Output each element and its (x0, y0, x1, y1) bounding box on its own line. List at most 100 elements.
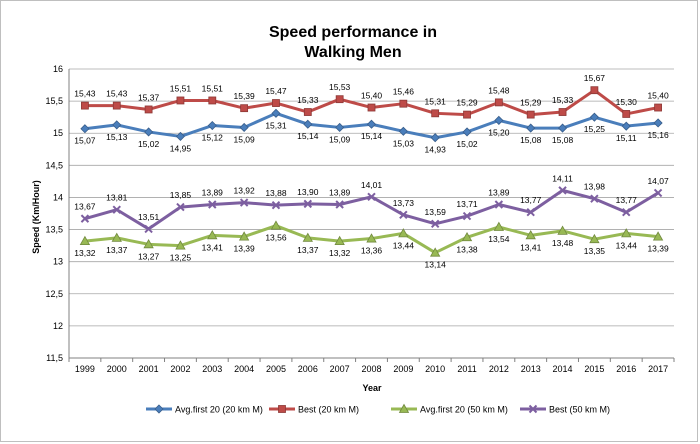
data-label: 13,89 (329, 188, 351, 198)
data-label: 15,25 (584, 124, 606, 134)
data-point (526, 123, 536, 133)
data-point (366, 233, 377, 243)
data-point (302, 232, 313, 242)
x-tick-label: 2004 (234, 364, 254, 374)
data-point (80, 124, 90, 134)
data-label: 15,43 (74, 89, 96, 99)
data-point (557, 225, 568, 235)
data-point (494, 200, 504, 209)
data-label: 15,31 (425, 96, 447, 106)
data-point (430, 133, 440, 143)
legend-entry: Avg.first 20 (20 km M) (175, 405, 263, 415)
data-label: 15,37 (138, 92, 160, 102)
data-point (303, 119, 313, 129)
data-label: 13,44 (393, 240, 415, 250)
data-label: 13,88 (265, 188, 287, 198)
data-point (557, 123, 568, 133)
legend-entry: Best (50 km M) (549, 405, 610, 415)
data-label: 15,30 (616, 97, 638, 107)
data-label: 15,07 (74, 136, 96, 146)
x-tick-labels: 1999 2000 2001 2002 2003 2004 2005 2006 2007 2008… (75, 364, 668, 374)
data-point (431, 109, 440, 118)
data-label: 13,90 (297, 187, 319, 197)
data-label: 14,93 (425, 145, 447, 155)
data-point (144, 127, 154, 137)
y-tick-label: 12,5 (45, 289, 63, 299)
series-lines (79, 86, 664, 257)
chart-title-line-1: Speed performance in (269, 24, 437, 41)
data-point (589, 112, 599, 122)
y-tick-label: 12 (53, 321, 63, 331)
data-label: 14,07 (647, 176, 669, 186)
legend-marker (154, 404, 164, 414)
legend-entry: Best (20 km M) (298, 405, 359, 415)
data-point (653, 188, 663, 198)
data-label: 15,11 (616, 133, 637, 143)
data-point (111, 232, 122, 242)
data-label: 15,29 (520, 98, 542, 108)
data-point (589, 233, 600, 244)
data-point (430, 247, 441, 257)
data-label: 15,02 (138, 139, 160, 149)
x-tick-label: 2011 (457, 364, 476, 374)
legend-marker (398, 403, 410, 413)
x-tick-label: 2000 (107, 364, 127, 374)
data-label: 13,41 (202, 242, 224, 252)
y-tick-label: 14 (53, 192, 63, 202)
data-label: 13,92 (233, 186, 255, 196)
data-point (335, 122, 345, 133)
legend-entry: Avg.first 20 (50 km M) (420, 405, 508, 415)
data-label: 13,81 (106, 193, 128, 203)
x-tick-label: 2005 (266, 364, 286, 374)
data-point (239, 198, 249, 207)
y-tick-label: 11,5 (46, 353, 63, 363)
x-tick-label: 2007 (330, 364, 350, 374)
data-label: 13,37 (297, 245, 319, 255)
data-label: 15,12 (202, 133, 224, 143)
data-label: 13,59 (425, 207, 447, 217)
data-label: 15,02 (456, 139, 478, 149)
data-point (366, 119, 377, 129)
x-tick-label: 2016 (616, 364, 636, 374)
x-tick-label: 2002 (170, 364, 190, 374)
x-tick-label: 2003 (202, 364, 222, 374)
data-label: 13,98 (584, 182, 606, 192)
data-point (272, 99, 280, 107)
data-point (81, 101, 89, 110)
data-label: 13,27 (138, 251, 160, 261)
grid-lines (68, 68, 675, 362)
data-point (622, 208, 631, 217)
data-label: 15,51 (202, 83, 224, 93)
data-point (494, 115, 504, 125)
data-label: 15,40 (647, 91, 669, 101)
data-label: 13,39 (233, 244, 255, 254)
data-point (303, 199, 313, 209)
data-point (144, 105, 153, 114)
y-tick-label: 15 (53, 128, 63, 138)
data-point (398, 228, 409, 238)
data-label: 13,41 (520, 242, 542, 252)
data-point (526, 208, 535, 217)
data-point (303, 108, 312, 116)
data-label: 15,33 (297, 95, 319, 105)
data-label: 13,56 (265, 233, 287, 243)
data-point (399, 99, 408, 108)
data-point (590, 86, 599, 95)
data-label: 15,67 (584, 73, 606, 83)
data-label: 13,73 (393, 198, 415, 208)
data-label: 15,33 (552, 95, 574, 105)
data-label: 15,09 (233, 134, 255, 144)
x-tick-label: 1999 (75, 364, 95, 374)
data-point (175, 240, 186, 250)
x-tick-label: 2009 (393, 364, 413, 374)
data-point (335, 95, 344, 104)
data-labels: 15,07 15,13 15,02 14,95 15,12 15,09 15,31 15,14… (74, 73, 669, 269)
data-point (112, 205, 121, 214)
data-point (430, 219, 440, 228)
data-point (654, 103, 662, 112)
legend-marker (278, 405, 286, 413)
data-label: 15,47 (265, 86, 287, 96)
data-point (590, 194, 599, 203)
data-point (271, 200, 281, 210)
